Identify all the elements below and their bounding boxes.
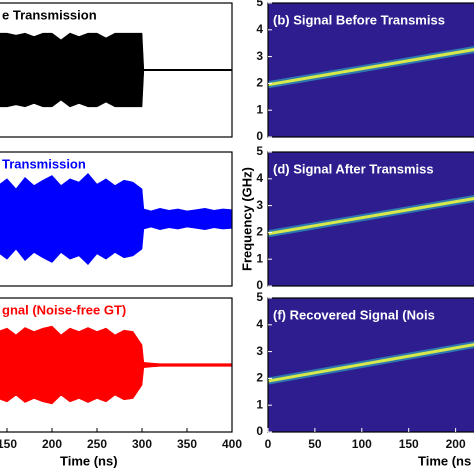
panel-title: e Transmission: [2, 7, 97, 22]
y-tick-label: 5: [256, 144, 263, 158]
panel-title: (f) Recovered Signal (Nois: [273, 307, 435, 322]
chirp-line: [267, 48, 474, 87]
panel: Transmission: [0, 151, 233, 287]
title-background: [0, 155, 88, 173]
y-tick-label: 2: [256, 225, 263, 239]
y-tick-label: 1: [256, 397, 263, 411]
chirp-line: [267, 197, 474, 236]
panel: 0 1 2 3 4 5 (b) Signal Before Transmiss: [256, 0, 474, 143]
y-tick-label: 2: [256, 371, 263, 385]
y-tick-label: 0: [256, 424, 263, 438]
x-axis-label: Time (ns): [60, 453, 118, 468]
y-tick-label: 5: [256, 290, 263, 304]
x-tick-label: 150: [0, 437, 17, 451]
axes-frame: [267, 297, 474, 433]
panel-title: (d) Signal After Transmiss: [273, 161, 434, 176]
y-tick-label: 4: [256, 22, 263, 36]
y-tick-label: 1: [256, 102, 263, 116]
y-tick-label: 0: [256, 278, 263, 292]
axes-frame: [0, 297, 233, 433]
y-tick-label: 3: [256, 344, 263, 358]
y-tick-label: 4: [256, 317, 263, 331]
waveform: [0, 325, 232, 405]
axes-frame: [0, 151, 233, 287]
x-tick-label: 200: [446, 437, 466, 451]
y-tick-label: 2: [256, 76, 263, 90]
x-tick-label: 0: [265, 437, 272, 451]
y-tick-label: 4: [256, 171, 263, 185]
y-tick-label: 3: [256, 198, 263, 212]
waveform: [0, 32, 232, 108]
x-tick-label: 250: [87, 437, 107, 451]
panel: e Transmission: [0, 2, 233, 138]
y-tick-label: 5: [256, 0, 263, 9]
y-tick-label: 0: [256, 129, 263, 143]
waveform: [0, 173, 232, 265]
title-background: [0, 301, 129, 319]
axes-frame: [0, 2, 233, 138]
panel: 150 200 250 300 350 400 Time (ns) gnal (Noise-f…: [0, 297, 242, 468]
x-tick-label: 300: [132, 437, 152, 451]
axes-frame: [267, 2, 474, 138]
panel-title: Transmission: [2, 156, 86, 171]
y-axis-label: Frequency (GHz): [239, 167, 254, 271]
panel-title: (b) Signal Before Transmiss: [273, 12, 445, 27]
x-tick-label: 200: [42, 437, 62, 451]
chirp-line: [267, 343, 474, 383]
axes-frame: [267, 151, 474, 287]
title-background: [0, 6, 99, 24]
x-tick-label: 50: [308, 437, 322, 451]
x-axis-label: Time (ns: [418, 453, 471, 468]
y-tick-label: 1: [256, 251, 263, 265]
x-tick-label: 350: [177, 437, 197, 451]
y-tick-label: 3: [256, 49, 263, 63]
x-tick-label: 100: [352, 437, 372, 451]
x-tick-label: 150: [399, 437, 419, 451]
x-tick-label: 400: [222, 437, 242, 451]
panel-title: gnal (Noise-free GT): [2, 302, 126, 317]
